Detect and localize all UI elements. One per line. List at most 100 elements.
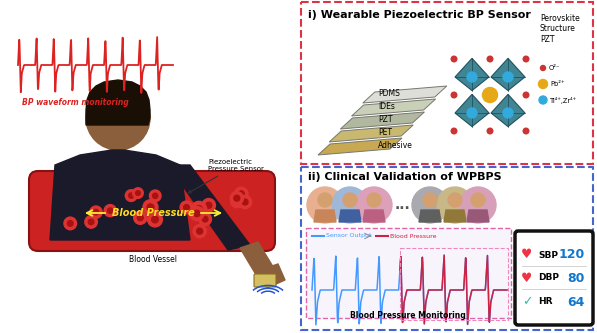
Circle shape: [451, 92, 457, 98]
Circle shape: [88, 219, 94, 225]
Polygon shape: [260, 264, 285, 288]
Polygon shape: [318, 138, 402, 155]
Text: IDEs: IDEs: [378, 102, 395, 111]
FancyBboxPatch shape: [0, 0, 298, 333]
Text: HR: HR: [538, 297, 552, 306]
Circle shape: [423, 193, 437, 207]
Text: SBP: SBP: [538, 250, 558, 259]
Circle shape: [104, 204, 116, 217]
Circle shape: [307, 187, 343, 223]
Text: 80: 80: [568, 271, 585, 284]
Circle shape: [538, 80, 547, 89]
Circle shape: [85, 216, 97, 228]
Text: i) Wearable Piezoelectric BP Sensor: i) Wearable Piezoelectric BP Sensor: [308, 10, 531, 20]
Circle shape: [437, 187, 473, 223]
Circle shape: [482, 88, 497, 103]
Text: ✓: ✓: [522, 295, 533, 308]
Text: BP waveform monitoring: BP waveform monitoring: [22, 98, 129, 107]
Polygon shape: [491, 94, 525, 127]
Text: Sensor Output: Sensor Output: [326, 233, 371, 238]
Text: Pb²⁺: Pb²⁺: [550, 81, 565, 87]
Circle shape: [136, 191, 140, 195]
Polygon shape: [240, 242, 275, 278]
Circle shape: [467, 108, 477, 118]
Text: Adhesive: Adhesive: [378, 141, 413, 150]
Circle shape: [523, 56, 529, 62]
Polygon shape: [419, 210, 441, 222]
Circle shape: [451, 56, 457, 62]
Polygon shape: [444, 210, 466, 222]
Polygon shape: [86, 80, 150, 125]
Polygon shape: [491, 58, 525, 91]
Circle shape: [134, 211, 147, 224]
Circle shape: [230, 191, 244, 205]
FancyBboxPatch shape: [254, 274, 276, 287]
Circle shape: [195, 206, 202, 212]
Circle shape: [67, 220, 73, 226]
Text: ii) Clinical Validation of WPBPS: ii) Clinical Validation of WPBPS: [308, 172, 501, 182]
Circle shape: [503, 72, 513, 82]
Text: Blood Pressure Monitoring: Blood Pressure Monitoring: [350, 311, 466, 320]
Circle shape: [471, 193, 485, 207]
Circle shape: [451, 128, 457, 134]
Text: PET: PET: [378, 128, 392, 137]
Circle shape: [238, 191, 244, 197]
Circle shape: [128, 193, 134, 198]
Circle shape: [343, 193, 357, 207]
Text: O²⁻: O²⁻: [549, 65, 560, 71]
Circle shape: [152, 216, 158, 223]
Circle shape: [64, 217, 76, 230]
Text: ♥: ♥: [521, 248, 533, 261]
Polygon shape: [352, 99, 436, 116]
Circle shape: [137, 215, 143, 221]
Circle shape: [93, 209, 99, 215]
Circle shape: [107, 208, 113, 213]
Circle shape: [230, 195, 243, 208]
Polygon shape: [363, 210, 385, 222]
Polygon shape: [467, 210, 489, 222]
Circle shape: [539, 96, 547, 104]
FancyBboxPatch shape: [306, 228, 511, 318]
Circle shape: [318, 193, 332, 207]
Circle shape: [238, 195, 252, 209]
Circle shape: [90, 206, 102, 218]
Circle shape: [147, 212, 162, 227]
Text: 64: 64: [568, 295, 585, 308]
Circle shape: [242, 199, 248, 205]
Text: DBP: DBP: [538, 273, 559, 282]
Circle shape: [193, 210, 200, 217]
Circle shape: [149, 190, 161, 201]
Circle shape: [487, 56, 493, 62]
Circle shape: [184, 204, 189, 210]
Circle shape: [180, 201, 193, 214]
Circle shape: [147, 204, 154, 211]
Polygon shape: [329, 125, 413, 142]
Circle shape: [197, 228, 202, 234]
Circle shape: [523, 128, 529, 134]
FancyBboxPatch shape: [515, 231, 593, 325]
Circle shape: [125, 190, 137, 201]
Circle shape: [153, 193, 158, 198]
Circle shape: [523, 92, 529, 98]
Polygon shape: [363, 86, 447, 103]
Circle shape: [367, 193, 381, 207]
Text: PZT: PZT: [378, 115, 392, 124]
Text: Perovskite
Structure
PZT: Perovskite Structure PZT: [540, 14, 580, 44]
Circle shape: [412, 187, 448, 223]
Circle shape: [487, 128, 493, 134]
Text: Blood Pressure: Blood Pressure: [112, 208, 195, 218]
Text: ♥: ♥: [521, 271, 533, 284]
Text: 120: 120: [559, 248, 585, 261]
Circle shape: [86, 86, 150, 150]
Circle shape: [191, 201, 207, 217]
Polygon shape: [455, 58, 489, 91]
Circle shape: [487, 92, 493, 98]
Circle shape: [235, 187, 248, 201]
Polygon shape: [455, 94, 489, 127]
Text: Piezoelectric
Pressure Sensor: Piezoelectric Pressure Sensor: [189, 159, 264, 193]
Circle shape: [202, 216, 208, 222]
Circle shape: [234, 198, 240, 204]
Circle shape: [199, 213, 211, 225]
FancyBboxPatch shape: [29, 171, 275, 251]
Circle shape: [460, 187, 496, 223]
